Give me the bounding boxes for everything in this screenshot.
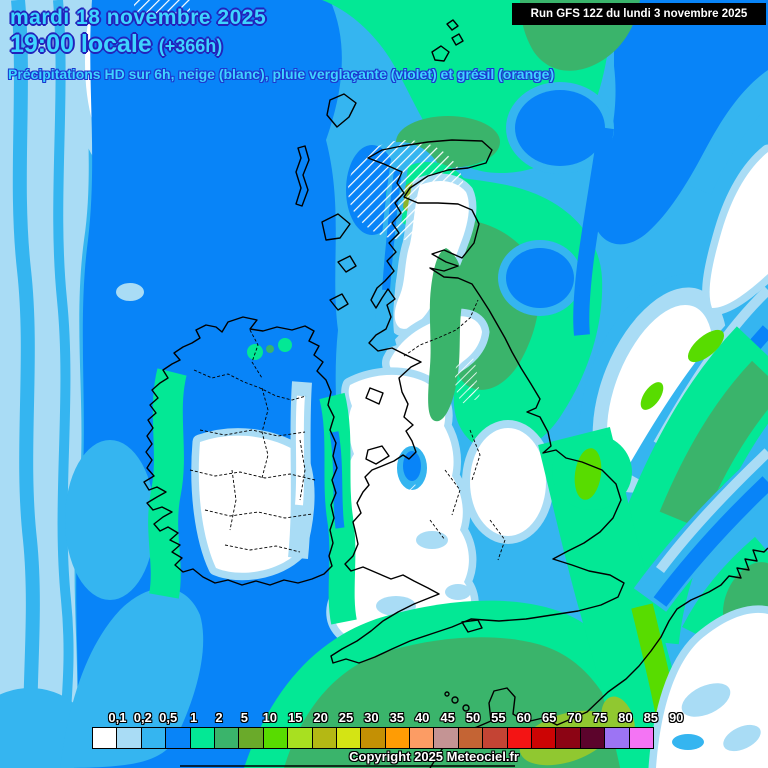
legend-swatch (433, 727, 459, 749)
legend-threshold-label: 5 (240, 710, 249, 725)
forecast-date: mardi 18 novembre 2025 (10, 6, 267, 29)
legend-swatch (409, 727, 435, 749)
forecast-time-label: 19:00 locale (10, 30, 152, 58)
legend-swatch (579, 727, 606, 749)
legend-swatch (604, 727, 630, 749)
coastlines (143, 19, 768, 768)
legend-swatch (140, 727, 167, 749)
legend-swatch (628, 727, 654, 749)
legend-threshold-label: 2 (215, 710, 223, 725)
legend-threshold-label: 45 (440, 710, 455, 725)
legend-threshold-label: 30 (364, 710, 379, 725)
legend-swatch (238, 727, 264, 749)
forecast-hour-offset: (+366h) (158, 36, 223, 56)
copyright-notice: Copyright 2025 Meteociel.fr (349, 749, 519, 764)
legend-swatch (457, 727, 484, 749)
legend-threshold-label: 1 (189, 710, 198, 725)
legend-threshold-label: 20 (313, 710, 328, 725)
legend-swatch (506, 727, 533, 749)
legend-threshold-label: 85 (643, 710, 659, 725)
legend-threshold-label: 25 (338, 710, 354, 725)
legend-swatch (311, 727, 337, 749)
legend-threshold-label: 70 (567, 710, 582, 725)
map-legend-subtitle: Précipitations HD sur 6h, neige (blanc),… (8, 66, 555, 82)
legend-swatch (531, 727, 557, 749)
legend-threshold-label: 90 (668, 710, 684, 725)
legend-threshold-label: 80 (618, 710, 633, 725)
legend-threshold-label: 15 (287, 710, 303, 725)
legend-swatch (165, 727, 191, 749)
model-run-info[interactable]: Run GFS 12Z du lundi 3 novembre 2025 (512, 3, 766, 25)
legend-threshold-label: 0,5 (159, 710, 178, 725)
legend-swatch (287, 727, 313, 749)
legend-swatch (116, 727, 142, 749)
forecast-time: 19:00 locale (+366h) (10, 30, 222, 59)
legend-swatch (555, 727, 581, 749)
legend-threshold-label: 0,2 (133, 710, 152, 725)
legend-threshold-label: 55 (491, 710, 506, 725)
legend-threshold-label: 10 (262, 710, 278, 725)
legend-threshold-label: 0,1 (108, 710, 127, 725)
legend-threshold-label: 65 (541, 710, 557, 725)
legend-color-bar (92, 727, 654, 751)
legend-swatch (92, 727, 118, 749)
legend-swatch (262, 727, 289, 749)
legend-swatch (213, 727, 240, 749)
admin-borders (189, 299, 506, 561)
snow-hatch-overlay (134, 0, 480, 504)
legend-threshold-label: 50 (465, 710, 481, 725)
legend-threshold-label: 35 (389, 710, 405, 725)
legend-swatch (482, 727, 508, 749)
legend-swatch (335, 727, 362, 749)
legend-threshold-label: 60 (516, 710, 532, 725)
legend-threshold-label: 75 (592, 710, 608, 725)
legend-threshold-label: 40 (414, 710, 430, 725)
legend-swatch (189, 727, 215, 749)
legend-swatch (384, 727, 411, 749)
legend-swatch (360, 727, 386, 749)
